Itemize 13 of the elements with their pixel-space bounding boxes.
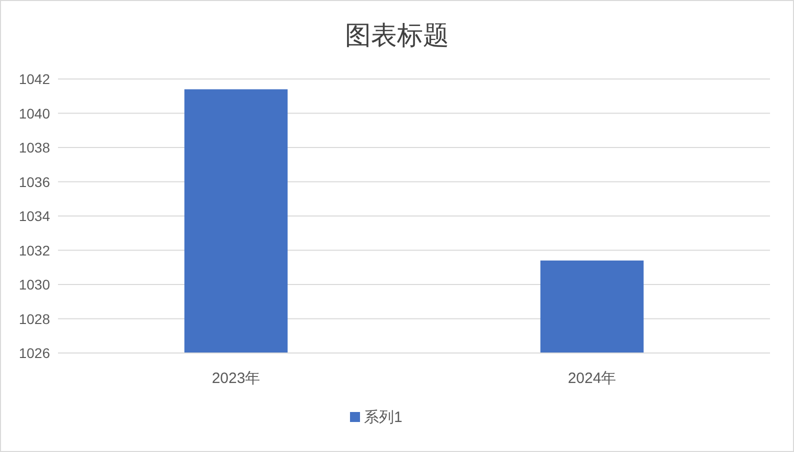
- x-tick-label: 2023年: [212, 370, 260, 387]
- y-tick-label: 1040: [18, 105, 50, 122]
- x-tick-label: 2024年: [568, 370, 616, 387]
- y-tick-label: 1034: [18, 208, 50, 224]
- y-tick-label: 1026: [18, 345, 50, 361]
- y-tick-label: 1042: [18, 71, 50, 87]
- legend-label: 系列1: [364, 409, 402, 426]
- y-tick-label: 1032: [18, 242, 50, 258]
- chart-title: 图表标题: [345, 20, 449, 50]
- y-tick-label: 1036: [18, 174, 50, 190]
- y-tick-label: 1030: [18, 276, 50, 292]
- y-tick-label: 1038: [18, 140, 50, 156]
- y-tick-label: 1028: [18, 310, 50, 327]
